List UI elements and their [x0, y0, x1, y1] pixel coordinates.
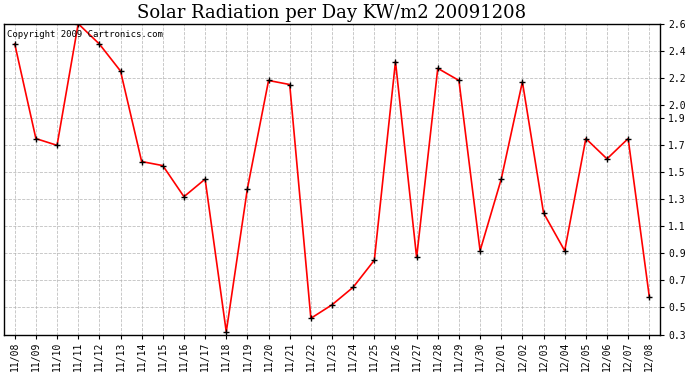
Text: Copyright 2009 Cartronics.com: Copyright 2009 Cartronics.com: [8, 30, 164, 39]
Title: Solar Radiation per Day KW/m2 20091208: Solar Radiation per Day KW/m2 20091208: [137, 4, 526, 22]
